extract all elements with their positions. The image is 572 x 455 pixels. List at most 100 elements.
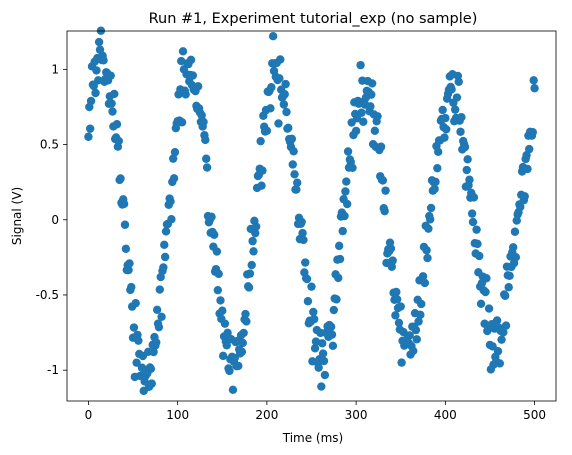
x-tick-label: 200 — [255, 408, 278, 422]
data-point — [370, 126, 380, 136]
data-point — [334, 273, 343, 283]
data-point — [218, 306, 227, 315]
data-point — [523, 164, 532, 174]
data-point — [447, 85, 456, 94]
x-tick-label: 0 — [85, 408, 93, 422]
data-point — [239, 328, 248, 338]
data-point — [529, 76, 538, 85]
data-point — [481, 287, 490, 297]
data-point — [492, 316, 502, 325]
data-point — [440, 133, 449, 142]
data-point — [238, 338, 247, 348]
data-point — [426, 203, 436, 213]
data-point — [438, 105, 447, 115]
data-point — [112, 120, 122, 129]
data-point — [157, 312, 166, 321]
data-point — [168, 154, 178, 163]
data-point — [242, 317, 251, 326]
data-point — [317, 382, 326, 391]
data-point — [146, 364, 156, 373]
data-point — [127, 282, 136, 292]
data-point — [212, 247, 222, 256]
data-point — [210, 230, 219, 239]
data-point — [297, 217, 306, 227]
data-point — [288, 160, 297, 169]
data-point — [237, 347, 247, 357]
data-point — [84, 132, 93, 141]
data-point — [99, 56, 108, 65]
data-point — [378, 176, 388, 185]
data-point — [452, 93, 462, 102]
data-point — [495, 359, 504, 368]
data-point — [516, 202, 525, 212]
data-point — [473, 239, 482, 249]
data-point — [216, 296, 225, 305]
data-point — [450, 105, 460, 114]
data-point — [131, 298, 140, 308]
y-tick-label: -0.5 — [36, 288, 59, 302]
data-point — [110, 89, 119, 99]
data-point — [335, 254, 345, 264]
x-tick-label: 400 — [434, 408, 457, 422]
data-point — [366, 102, 375, 111]
data-point — [318, 339, 327, 348]
data-point — [416, 310, 425, 320]
data-point — [213, 285, 222, 295]
data-point — [341, 187, 350, 196]
y-tick-label: -1 — [47, 363, 59, 377]
data-point — [119, 199, 129, 209]
data-point — [338, 226, 347, 236]
data-point — [467, 209, 477, 218]
data-point — [193, 82, 203, 91]
data-point — [367, 79, 377, 88]
data-point — [493, 347, 503, 356]
data-point — [460, 142, 470, 152]
data-point — [376, 142, 386, 151]
data-point — [329, 305, 339, 315]
data-point — [114, 136, 123, 146]
data-point — [284, 123, 293, 133]
x-axis-label: Time (ms) — [282, 431, 344, 445]
data-point — [201, 135, 210, 145]
data-point — [228, 385, 238, 395]
data-point — [262, 126, 272, 135]
data-point — [147, 379, 156, 388]
data-point — [202, 154, 211, 163]
data-point — [441, 113, 450, 123]
data-point — [222, 341, 231, 350]
data-point — [420, 278, 430, 288]
data-points — [84, 26, 539, 396]
data-point — [352, 114, 362, 123]
data-point — [309, 307, 318, 317]
data-point — [332, 295, 341, 304]
data-point — [387, 262, 397, 271]
data-point — [152, 338, 161, 347]
data-point — [181, 90, 190, 99]
data-point — [124, 265, 133, 275]
data-point — [367, 90, 376, 99]
data-point — [267, 83, 276, 92]
data-point — [405, 331, 414, 340]
data-point — [465, 175, 474, 184]
chart-title: Run #1, Experiment tutorial_exp (no samp… — [149, 11, 478, 27]
data-point — [301, 258, 310, 267]
data-point — [125, 259, 134, 268]
data-point — [511, 253, 521, 262]
x-tick-label: 300 — [345, 408, 368, 422]
data-point — [499, 328, 508, 337]
data-point — [289, 147, 298, 156]
data-point — [276, 55, 285, 64]
data-point — [319, 356, 329, 366]
data-point — [348, 163, 357, 172]
data-point — [214, 269, 223, 279]
data-point — [281, 79, 290, 89]
data-point — [161, 227, 171, 236]
data-point — [152, 305, 162, 315]
data-point — [292, 185, 301, 194]
data-point — [430, 184, 439, 194]
data-point — [186, 55, 196, 65]
data-point — [178, 47, 188, 56]
x-tick-label: 500 — [523, 408, 546, 422]
